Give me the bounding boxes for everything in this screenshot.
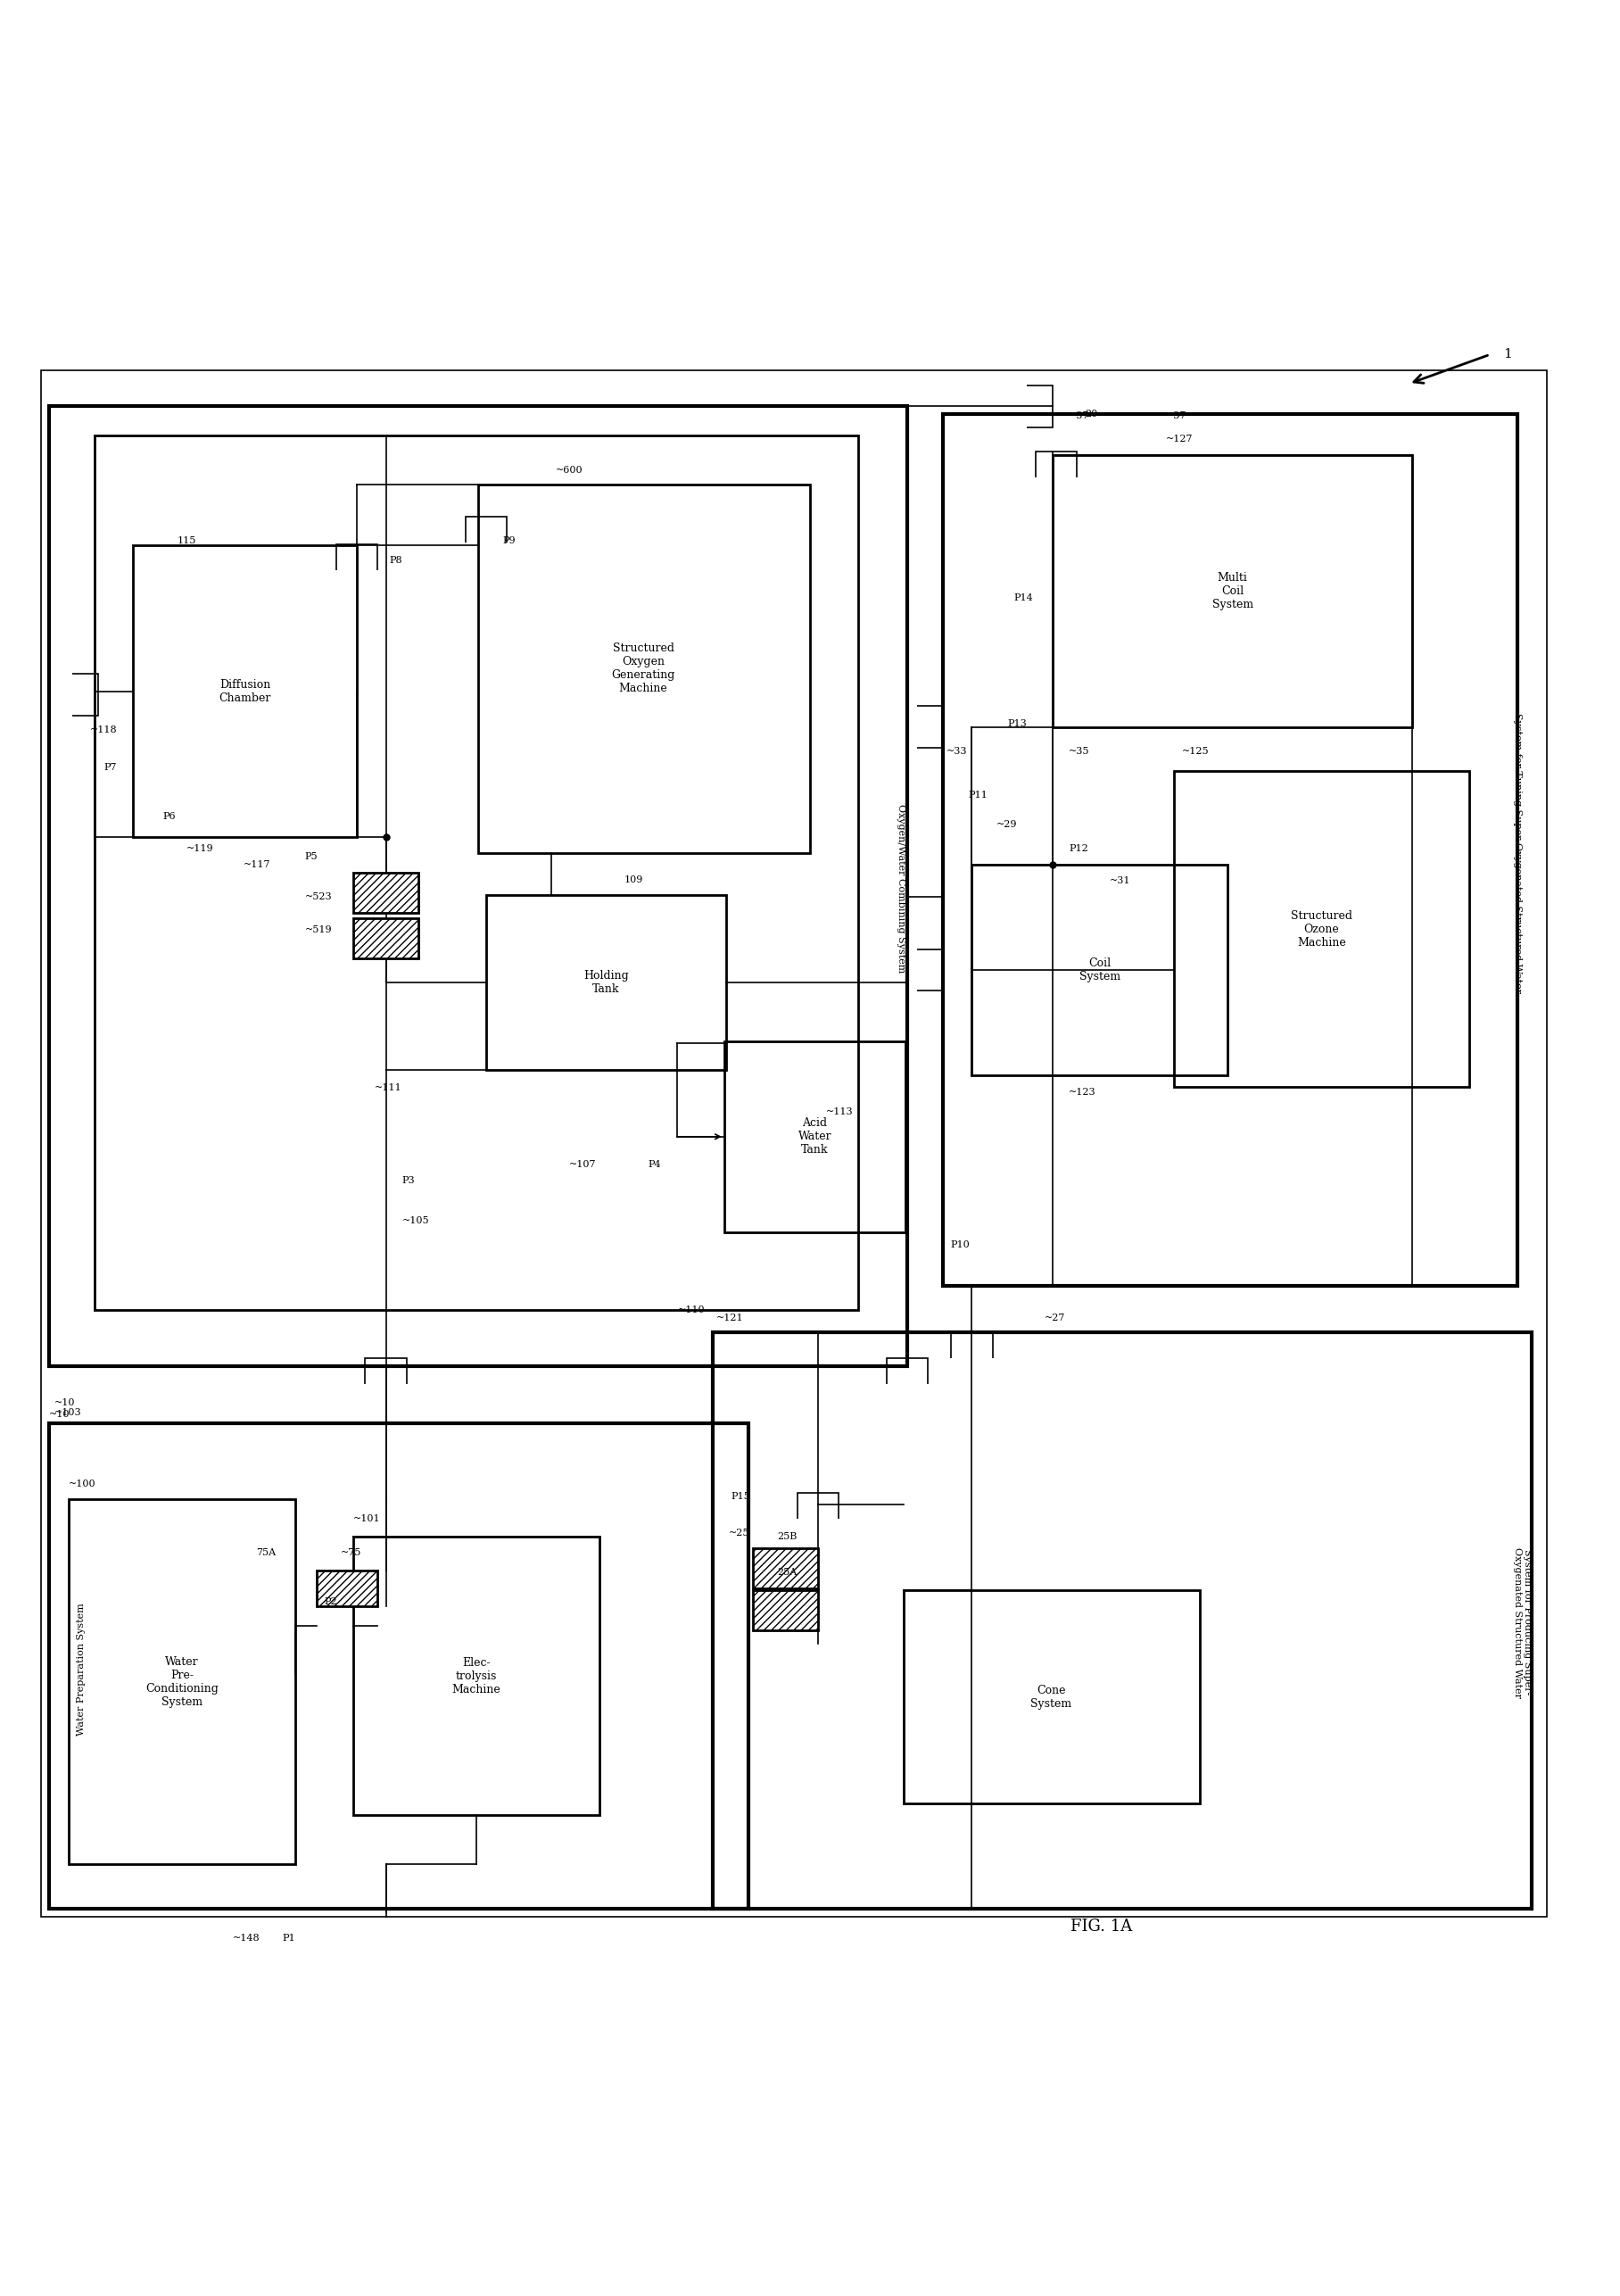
Text: P2: P2	[324, 1598, 337, 1605]
Bar	[316, 1570, 377, 1607]
Text: ~27: ~27	[1045, 1313, 1066, 1322]
Text: ~125: ~125	[1183, 746, 1210, 755]
Text: P1: P1	[282, 1933, 295, 1942]
Bar	[724, 1040, 906, 1233]
Text: ~148: ~148	[232, 1933, 259, 1942]
Bar	[1053, 455, 1413, 728]
Text: P6: P6	[162, 810, 175, 820]
Text: ~25: ~25	[729, 1529, 750, 1538]
Text: P10: P10	[951, 1240, 970, 1249]
Text: 1: 1	[1503, 349, 1511, 360]
Text: P3: P3	[402, 1176, 415, 1185]
Text: Cone
System: Cone System	[1030, 1685, 1072, 1711]
Text: System for Tuning Super Oxygenated Structured Water: System for Tuning Super Oxygenated Struc…	[1513, 714, 1521, 994]
Text: ~113: ~113	[826, 1107, 854, 1116]
Text: Elec-
trolysis
Machine: Elec- trolysis Machine	[452, 1658, 501, 1694]
Bar	[353, 872, 418, 914]
Text: 25A: 25A	[778, 1568, 797, 1577]
Text: Multi
Coil
System: Multi Coil System	[1212, 572, 1254, 611]
Bar	[486, 895, 726, 1070]
Bar	[49, 406, 907, 1366]
Text: ~127: ~127	[1166, 434, 1194, 443]
Text: Diffusion
Chamber: Diffusion Chamber	[219, 680, 271, 705]
Text: 75A: 75A	[256, 1548, 275, 1557]
Text: ~10: ~10	[49, 1410, 70, 1419]
Bar	[94, 436, 859, 1311]
Text: Water
Pre-
Conditioning
System: Water Pre- Conditioning System	[146, 1655, 219, 1708]
Text: P9: P9	[502, 537, 515, 544]
Text: Water Preparation System: Water Preparation System	[78, 1603, 86, 1736]
Text: P15: P15	[731, 1492, 750, 1502]
Text: Structured
Oxygen
Generating
Machine: Structured Oxygen Generating Machine	[611, 643, 676, 696]
Text: ~37: ~37	[1166, 411, 1187, 420]
Text: ~105: ~105	[402, 1217, 429, 1226]
Text: ~29: ~29	[996, 820, 1017, 829]
Bar	[353, 1536, 599, 1816]
Text: ~31: ~31	[1110, 877, 1131, 886]
Bar	[943, 416, 1518, 1286]
Text: P8: P8	[389, 556, 402, 565]
Text: P13: P13	[1008, 719, 1027, 728]
Bar	[753, 1591, 818, 1630]
Text: Structured
Ozone
Machine: Structured Ozone Machine	[1291, 909, 1353, 948]
Bar	[972, 866, 1228, 1075]
Text: ~107: ~107	[569, 1159, 596, 1169]
Bar	[353, 918, 418, 957]
Text: 115: 115	[177, 537, 196, 546]
Bar	[133, 546, 356, 838]
Bar	[713, 1332, 1533, 1908]
Text: ~35: ~35	[1069, 746, 1090, 755]
Text: ~37: ~37	[1069, 411, 1090, 420]
Text: ~118: ~118	[89, 726, 117, 735]
Text: P4: P4	[648, 1159, 661, 1169]
Text: ~110: ~110	[677, 1306, 705, 1313]
Text: 20: 20	[1085, 411, 1098, 418]
Bar	[904, 1591, 1200, 1805]
Bar	[753, 1548, 818, 1589]
Text: ~123: ~123	[1069, 1088, 1097, 1097]
Text: Acid
Water
Tank: Acid Water Tank	[799, 1118, 831, 1155]
Text: ~117: ~117	[243, 861, 271, 870]
Text: Holding
Tank: Holding Tank	[583, 971, 629, 996]
Text: ~103: ~103	[53, 1407, 81, 1417]
Text: ~33: ~33	[946, 746, 967, 755]
Text: ~100: ~100	[68, 1479, 96, 1488]
Bar	[68, 1499, 295, 1864]
Text: ~121: ~121	[716, 1313, 744, 1322]
Text: FIG. 1A: FIG. 1A	[1071, 1919, 1132, 1936]
Text: ~75: ~75	[340, 1548, 361, 1557]
Text: System for Producing Super-
Oxygenated Structured Water: System for Producing Super- Oxygenated S…	[1513, 1548, 1533, 1697]
Text: P11: P11	[969, 790, 988, 799]
Text: ~111: ~111	[374, 1084, 402, 1093]
Bar	[478, 484, 810, 854]
Text: Coil
System: Coil System	[1079, 957, 1121, 983]
Bar	[1174, 771, 1469, 1086]
Text: 109: 109	[624, 875, 643, 884]
Text: P14: P14	[1014, 592, 1034, 602]
Text: P7: P7	[104, 762, 117, 771]
Text: ~101: ~101	[353, 1515, 381, 1525]
Text: ~10: ~10	[53, 1398, 75, 1407]
Text: P5: P5	[305, 852, 318, 861]
Text: ~519: ~519	[305, 925, 332, 934]
Bar	[49, 1424, 748, 1908]
Text: P12: P12	[1069, 845, 1089, 852]
Text: Oxygen/Water Combining System: Oxygen/Water Combining System	[896, 804, 906, 974]
Text: ~119: ~119	[186, 845, 214, 852]
Text: ~523: ~523	[305, 893, 332, 902]
Text: 25B: 25B	[778, 1531, 797, 1541]
Text: ~600: ~600	[556, 466, 583, 475]
